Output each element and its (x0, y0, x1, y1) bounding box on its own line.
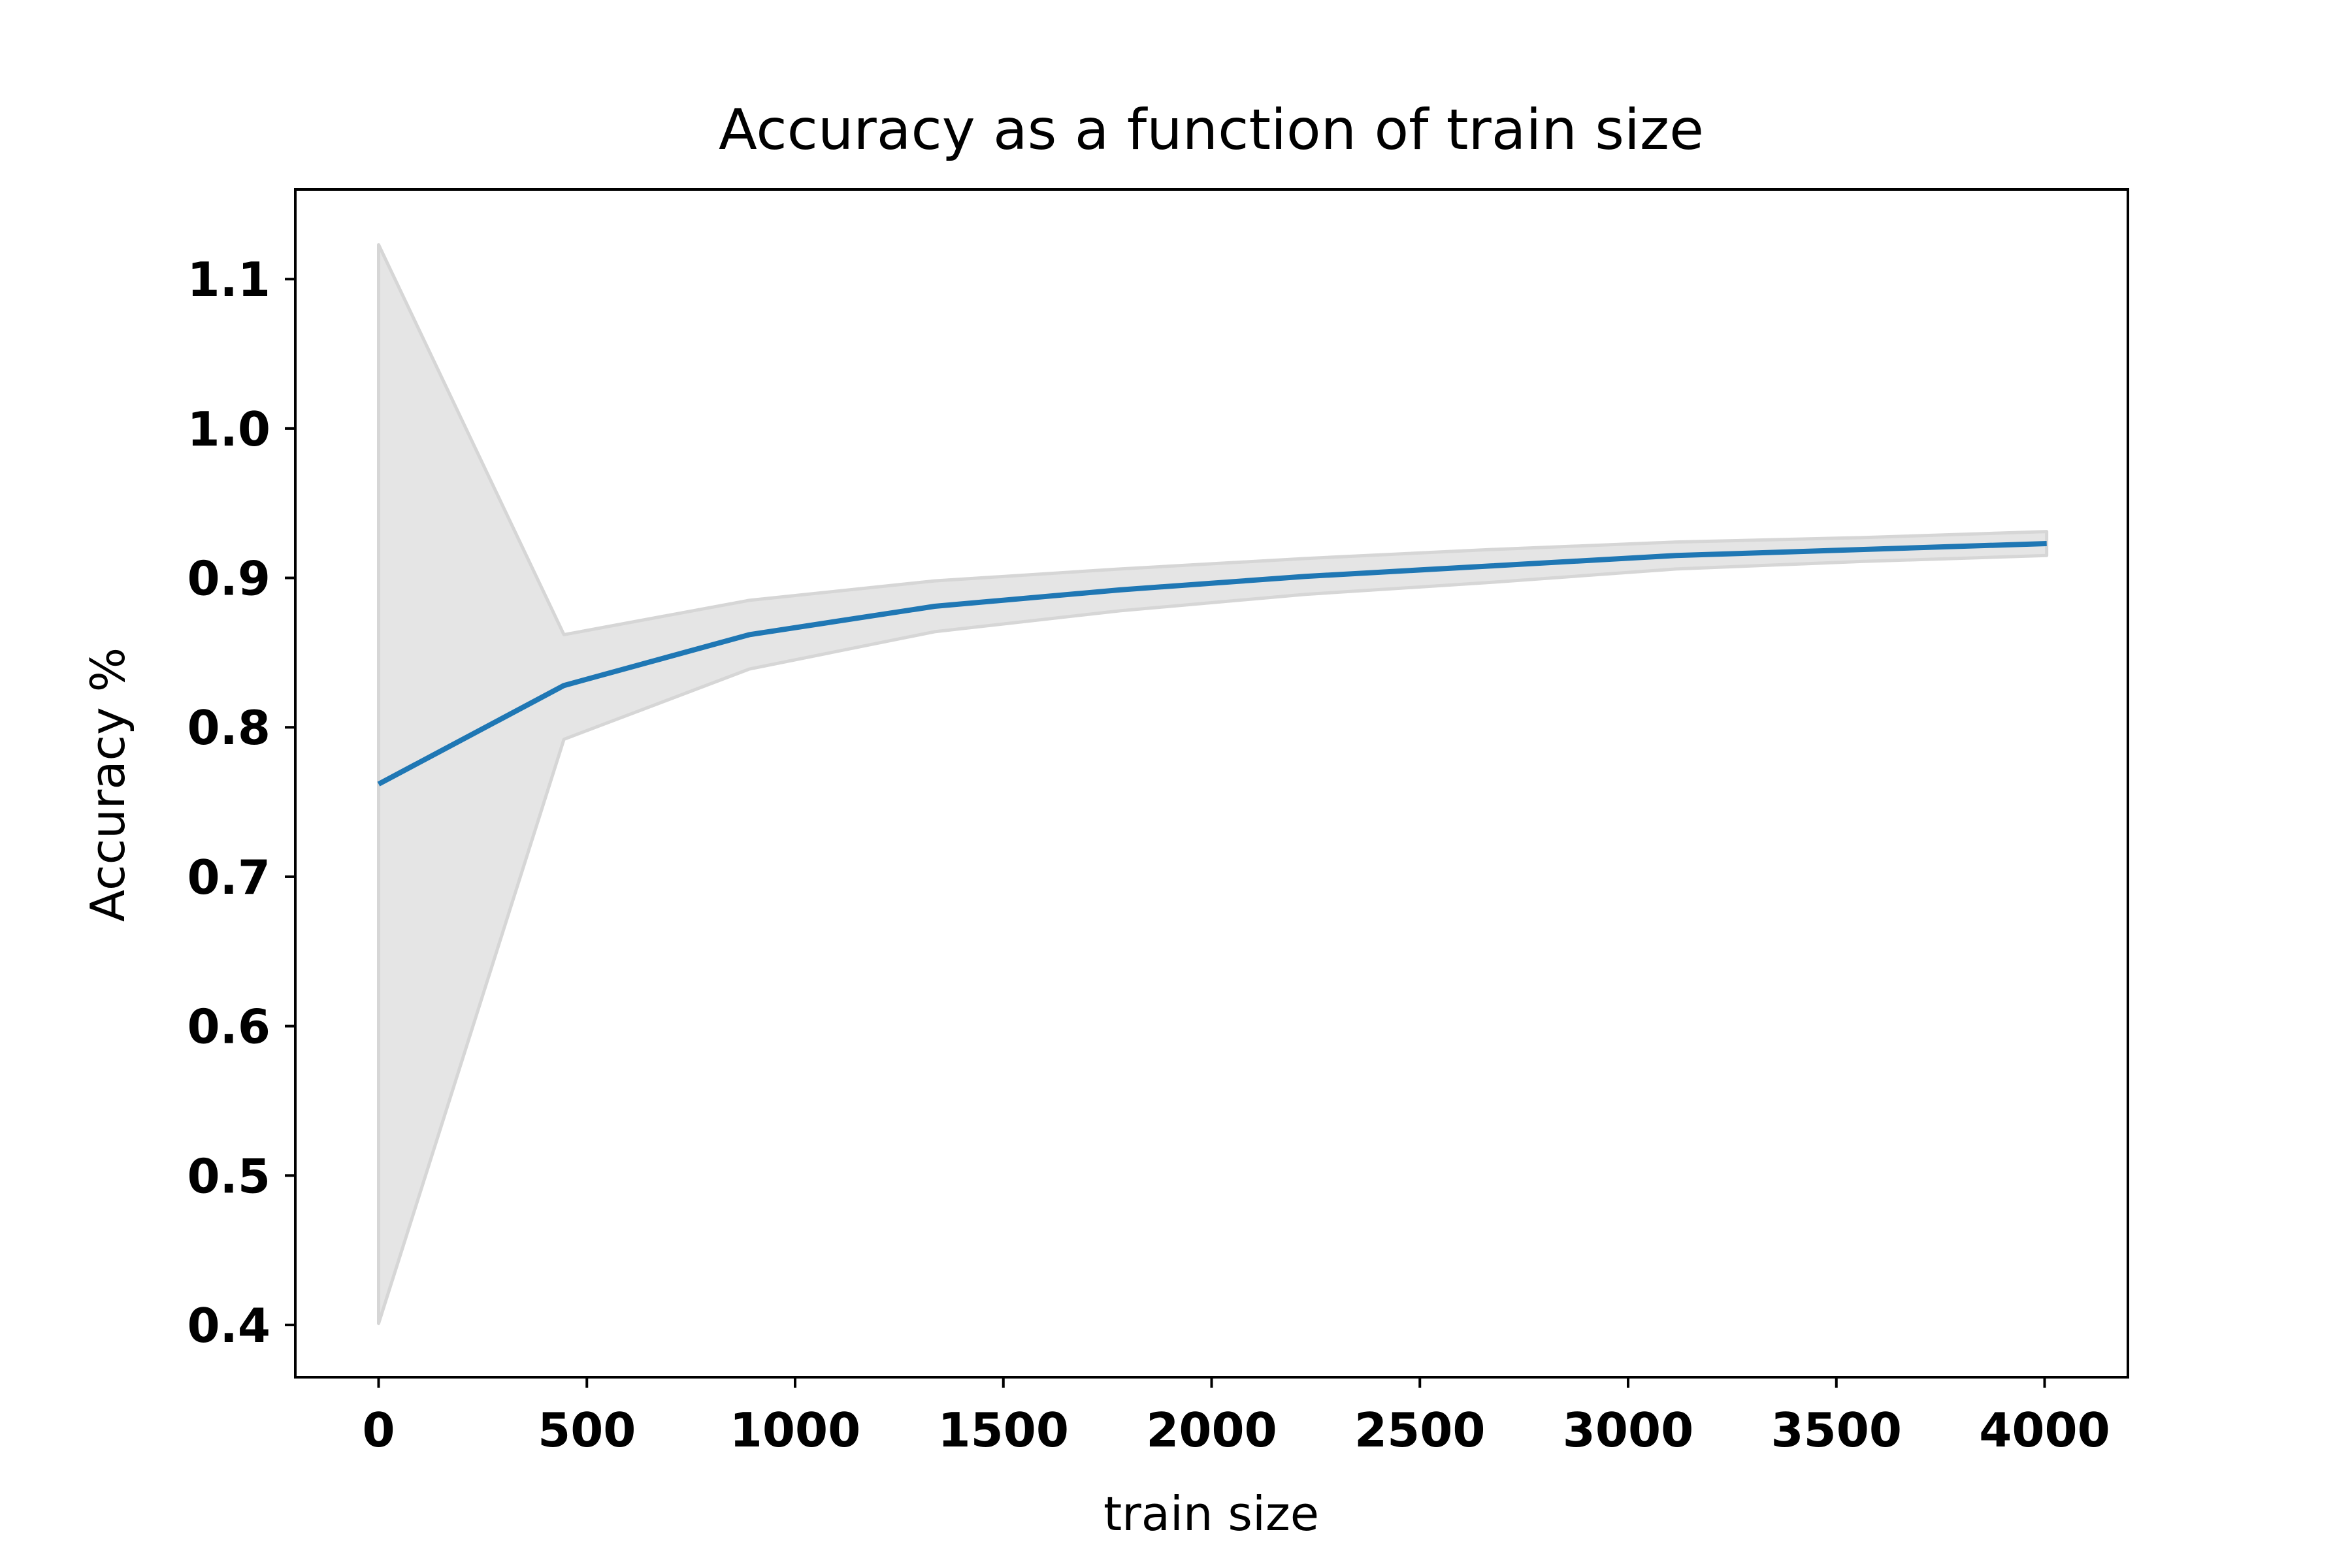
chart-title: Accuracy as a function of train size (719, 97, 1704, 163)
plot-area (377, 243, 2049, 1326)
x-tick-label: 3500 (1771, 1403, 1902, 1458)
x-tick-label: 2000 (1146, 1403, 1277, 1458)
x-axis-label: train size (1103, 1486, 1319, 1541)
y-axis-label: Accuracy % (80, 647, 135, 922)
y-tick-label: 0.9 (187, 551, 270, 606)
series-line-0 (377, 540, 2047, 787)
y-tick-label: 0.6 (187, 1000, 270, 1054)
confidence-band-0 (377, 243, 2049, 1326)
x-tick-label: 3000 (1563, 1403, 1693, 1458)
x-tick-label: 0 (362, 1403, 395, 1458)
y-tick-label: 1.1 (187, 252, 270, 307)
y-tick-label: 0.8 (187, 700, 270, 755)
y-tick-label: 0.7 (187, 850, 270, 905)
y-tick-label: 0.4 (187, 1298, 270, 1353)
x-tick-label: 4000 (1979, 1403, 2110, 1458)
x-tick-label: 1000 (730, 1403, 860, 1458)
axis-ticks: 0 500 1000 1500 2000 2500 3000 3500 4000 0.4 0.5 0.… (187, 252, 2110, 1458)
x-tick-label: 500 (538, 1403, 636, 1458)
x-tick-label: 2500 (1354, 1403, 1485, 1458)
x-tick-label: 1500 (938, 1403, 1069, 1458)
y-tick-label: 1.0 (187, 402, 270, 457)
y-tick-label: 0.5 (187, 1149, 270, 1203)
